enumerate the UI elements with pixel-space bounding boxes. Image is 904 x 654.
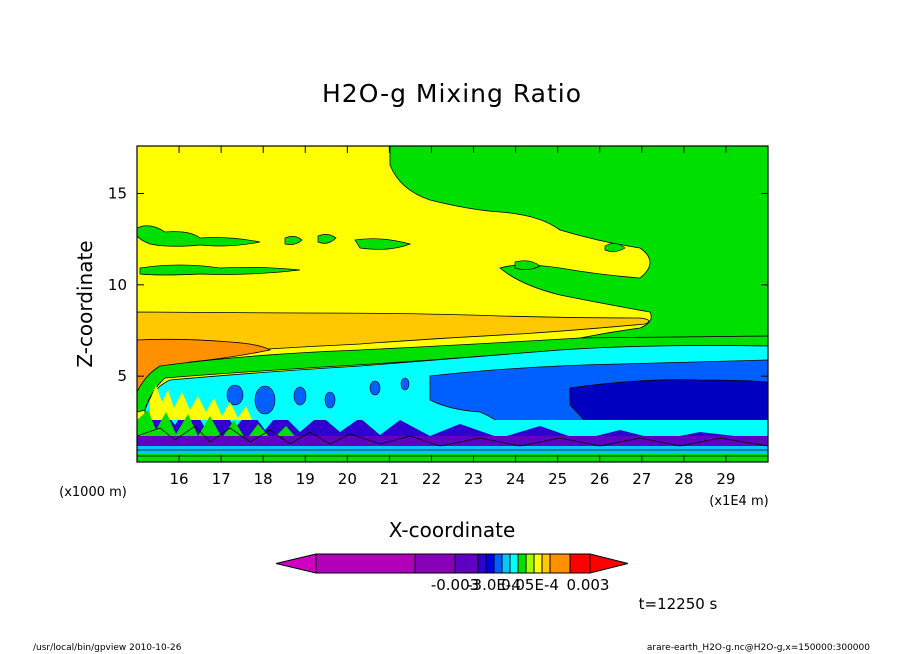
contour-field (137, 146, 768, 462)
x-tick-label: 29 (716, 470, 735, 488)
colorbar-segment (454, 553, 479, 574)
colorbar (275, 553, 629, 574)
colorbar-tick-label: 0.05E-4 (501, 576, 559, 594)
x-axis: 16 17 18 19 20 21 22 23 24 25 26 27 28 29 (170, 146, 735, 488)
chart-title: H2O-g Mixing Ratio (322, 79, 582, 108)
colorbar-segment (493, 553, 503, 574)
footer-left: /usr/local/bin/gpview 2010-10-26 (33, 643, 182, 653)
y-axis: 5 10 15 (108, 184, 768, 385)
y-tick-label: 15 (108, 184, 127, 202)
x-tick-label: 21 (380, 470, 399, 488)
colorbar-low-arrow (275, 553, 317, 574)
x-tick-label: 19 (296, 470, 315, 488)
region-green-patch (284, 236, 303, 245)
x-tick-label: 23 (464, 470, 483, 488)
colorbar-segment (414, 553, 456, 574)
region-upper-green (389, 146, 768, 341)
plot-frame (136, 145, 769, 463)
region-green-patch (354, 238, 412, 250)
x-tick-label: 16 (170, 470, 189, 488)
region-green-patch (514, 260, 541, 270)
colorbar-segment (525, 553, 535, 574)
x-tick-label: 18 (254, 470, 273, 488)
colorbar-tick-label: -0.003 (431, 576, 479, 594)
footer-right: arare-earth_H2O-g.nc@H2O-g,x=150000:3000… (647, 643, 870, 653)
time-label: t=12250 s (639, 595, 718, 613)
colorbar-high-arrow (589, 553, 629, 574)
colorbar-tick-label: 0.003 (567, 576, 610, 594)
colorbar-segment (517, 553, 527, 574)
y-axis-label: Z-coordinate (73, 240, 97, 367)
x-tick-label: 24 (506, 470, 525, 488)
x-tick-label: 17 (212, 470, 231, 488)
y-tick-label: 10 (108, 276, 127, 294)
x-tick-label: 27 (632, 470, 651, 488)
region-green-patch (139, 264, 301, 276)
x-axis-label: X-coordinate (389, 518, 516, 542)
colorbar-segment (549, 553, 571, 574)
colorbar-segment (509, 553, 519, 574)
region-green-patch (604, 243, 626, 252)
x-tick-label: 26 (590, 470, 609, 488)
colorbar-segment (533, 553, 543, 574)
x-tick-label: 20 (338, 470, 357, 488)
x-tick-label: 25 (548, 470, 567, 488)
x-tick-label: 22 (422, 470, 441, 488)
x-axis-unit: (x1E4 m) (709, 494, 768, 509)
region-green-patch (317, 234, 337, 244)
colorbar-tick-labels: -0.003-3.0E-40.05E-4 0.003 (431, 576, 610, 594)
region-green-patch (137, 225, 261, 247)
colorbar-segment (501, 553, 511, 574)
colorbar-segment (485, 553, 495, 574)
colorbar-segment (477, 553, 487, 574)
colorbar-tick-label: -3.0E-4 (467, 576, 521, 594)
y-axis-unit: (x1000 m) (59, 485, 127, 500)
colorbar-segment (315, 553, 416, 574)
colorbar-segment (569, 553, 591, 574)
y-tick-label: 5 (117, 367, 127, 385)
x-tick-label: 28 (674, 470, 693, 488)
colorbar-segment (541, 553, 551, 574)
